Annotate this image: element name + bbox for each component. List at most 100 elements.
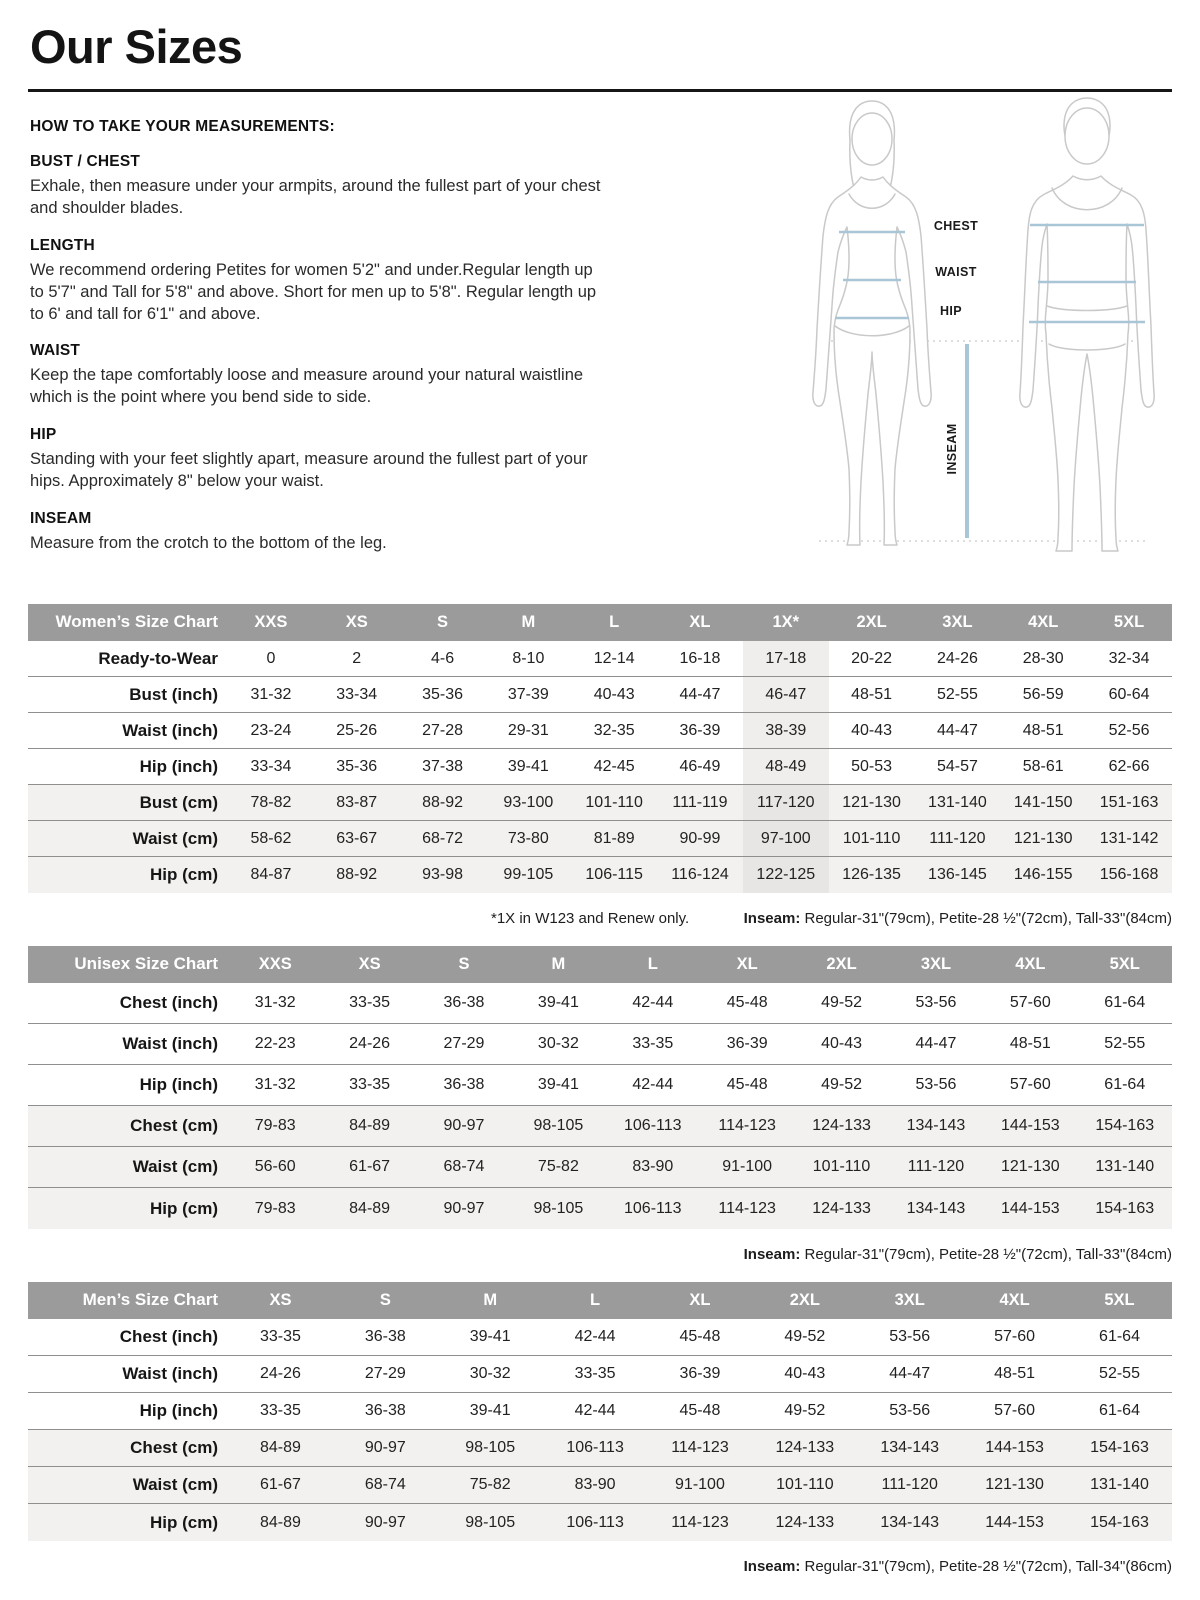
size-value-cell: 52-55: [1077, 1023, 1172, 1065]
size-value-cell: 33-34: [313, 676, 400, 713]
man-body-outline: [1019, 175, 1155, 552]
size-value-cell: 156-168: [1086, 856, 1172, 893]
size-value-cell: 33-35: [542, 1355, 648, 1393]
size-value-cell: 99-105: [485, 856, 572, 893]
size-value-cell: 114-123: [699, 1187, 795, 1229]
size-column-header: XS: [313, 603, 400, 641]
table-row: Waist (inch) 22-23 24-26 27-29 30-32 33-35 36-…: [28, 1023, 1172, 1065]
size-value-cell: 48-49: [742, 748, 829, 785]
size-value-cell: 35-36: [313, 748, 400, 785]
size-value-cell: 52-55: [914, 676, 1001, 713]
man-figure: [1019, 97, 1155, 552]
size-value-cell: 22-23: [228, 1023, 323, 1065]
table-row: Ready-to-Wear 0 2 4-6 8-10 12-14 16-18 17-18 20-…: [28, 640, 1172, 677]
size-value-cell: 44-47: [914, 712, 1001, 749]
size-value-cell: 90-97: [416, 1105, 512, 1147]
size-value-cell: 40-43: [571, 676, 658, 713]
size-value-cell: 106-113: [605, 1187, 700, 1229]
size-value-cell: 2: [352, 649, 362, 667]
size-value-cell: 61-64: [1099, 1328, 1140, 1345]
size-value-cell: 48-51: [828, 676, 915, 713]
size-value-cell: 84-89: [228, 1503, 333, 1541]
size-value-cell: 30-32: [511, 1023, 606, 1065]
size-value-cell: 83-90: [605, 1146, 700, 1188]
size-value-cell: 0: [266, 649, 276, 667]
size-value-cell: 134-143: [888, 1105, 984, 1147]
unisex-size-chart-block: Unisex Size Chart XXS XS S M L XL 2XL 3XL 4XL 5XL C…: [28, 945, 1172, 1268]
table-row: Waist (cm) 56-60 61-67 68-74 75-82 83-90 91-10…: [28, 1146, 1172, 1188]
measurement-guide-section: HOW TO TAKE YOUR MEASUREMENTS: BUST / CH…: [28, 92, 1172, 574]
size-value-cell: 114-123: [699, 1105, 795, 1147]
section-text: We recommend ordering Petites for women …: [30, 260, 597, 323]
section-label: WAIST: [30, 342, 81, 360]
size-value-cell: 88-92: [313, 856, 400, 893]
size-value-cell: 75-82: [511, 1146, 606, 1188]
size-column-header: 4XL: [983, 945, 1078, 983]
size-value-cell: 90-97: [332, 1429, 438, 1467]
instructions-heading: HOW TO TAKE YOUR MEASUREMENTS:: [30, 117, 335, 135]
chest-label: CHEST: [934, 219, 978, 233]
size-value-cell: 146-155: [1000, 856, 1087, 893]
measurement-section-waist: WAIST Keep the tape comfortably loose and…: [30, 342, 768, 409]
size-column-header: XXS: [228, 603, 314, 641]
size-value-cell: 42-44: [632, 994, 674, 1011]
body-measurement-diagram: CHEST WAIST HIP INSEAM: [784, 92, 1172, 574]
woman-figure: [812, 100, 932, 546]
size-value-cell: 57-60: [962, 1392, 1068, 1430]
size-value-cell: 111-119: [657, 784, 743, 821]
women-s-size-chart-block: Women’s Size Chart XXS XS S M L XL 1X* 2XL 3XL 4XL…: [28, 603, 1172, 932]
size-value-cell: 33-35: [259, 1328, 301, 1345]
size-value-cell: 154-163: [1077, 1187, 1172, 1229]
header-row: Men’s Size Chart XS S M L XL 2XL 3XL 4XL 5XL: [28, 1281, 1172, 1319]
inseam-text: Regular-31"(79cm), Petite-28 ½"(72cm), T…: [800, 1557, 1172, 1575]
table-row: Hip (inch) 33-34 35-36 37-38 39-41 42-45 46-49…: [28, 748, 1172, 785]
size-value-cell: 31-32: [228, 676, 314, 713]
size-value-cell: 88-92: [399, 784, 486, 821]
size-value-cell: 61-67: [322, 1146, 417, 1188]
size-value-cell: 98-105: [511, 1105, 606, 1147]
row-label: Hip (inch): [28, 748, 228, 785]
size-value-cell: 90-97: [332, 1503, 438, 1541]
size-value-cell: 24-26: [936, 649, 978, 667]
size-value-cell: 53-56: [857, 1392, 963, 1430]
size-column-header: XL: [647, 1281, 753, 1319]
size-value-cell: 33-35: [322, 1064, 417, 1106]
man-tank-hem: [1046, 305, 1128, 311]
size-value-cell: 33-35: [228, 1392, 333, 1430]
size-column-header: 4XL: [1000, 603, 1087, 641]
size-value-cell: 84-89: [322, 1187, 417, 1229]
size-value-cell: 32-34: [1108, 649, 1150, 667]
man-shorts-line: [1048, 343, 1126, 351]
size-value-cell: 36-38: [364, 1328, 406, 1345]
size-value-cell: 78-82: [228, 784, 314, 821]
size-value-cell: 36-39: [699, 1023, 795, 1065]
inseam-label: Inseam:: [743, 1245, 801, 1263]
size-value-cell: 31-32: [254, 994, 296, 1011]
size-value-cell: 49-52: [821, 994, 863, 1011]
size-value-cell: 154-163: [1077, 1105, 1172, 1147]
row-label: Waist (inch): [28, 1355, 229, 1393]
table-row: Waist (cm) 61-67 68-74 75-82 83-90 91-100 101-…: [28, 1466, 1172, 1504]
size-value-cell: 16-18: [679, 649, 721, 667]
size-value-cell: 84-87: [228, 856, 314, 893]
row-label: Waist (inch): [28, 1023, 229, 1065]
size-value-cell: 8-10: [512, 649, 545, 667]
size-value-cell: 36-38: [443, 994, 485, 1011]
size-value-cell: 33-35: [349, 994, 391, 1011]
size-column-header: 5XL: [1067, 1281, 1172, 1319]
size-value-cell: 124-133: [794, 1187, 889, 1229]
unisex-size-chart-table: Unisex Size Chart XXS XS S M L XL 2XL 3XL 4XL 5XL C…: [28, 945, 1172, 1229]
size-value-cell: 75-82: [437, 1466, 543, 1504]
size-value-cell: 46-47: [742, 676, 829, 713]
row-label: Hip (inch): [28, 1064, 229, 1106]
size-value-cell: 79-83: [228, 1187, 323, 1229]
row-label: Hip (inch): [28, 1392, 229, 1430]
section-label: HIP: [30, 426, 57, 444]
size-value-cell: 106-115: [571, 856, 658, 893]
size-column-header: XXS: [228, 945, 323, 983]
section-text: Standing with your feet slightly apart, …: [30, 450, 588, 491]
size-column-header: XL: [699, 945, 795, 983]
men-s-size-chart-table: Men’s Size Chart XS S M L XL 2XL 3XL 4XL 5XL Chest…: [28, 1281, 1172, 1541]
size-value-cell: 48-51: [983, 1023, 1078, 1065]
size-value-cell: 121-130: [983, 1146, 1078, 1188]
